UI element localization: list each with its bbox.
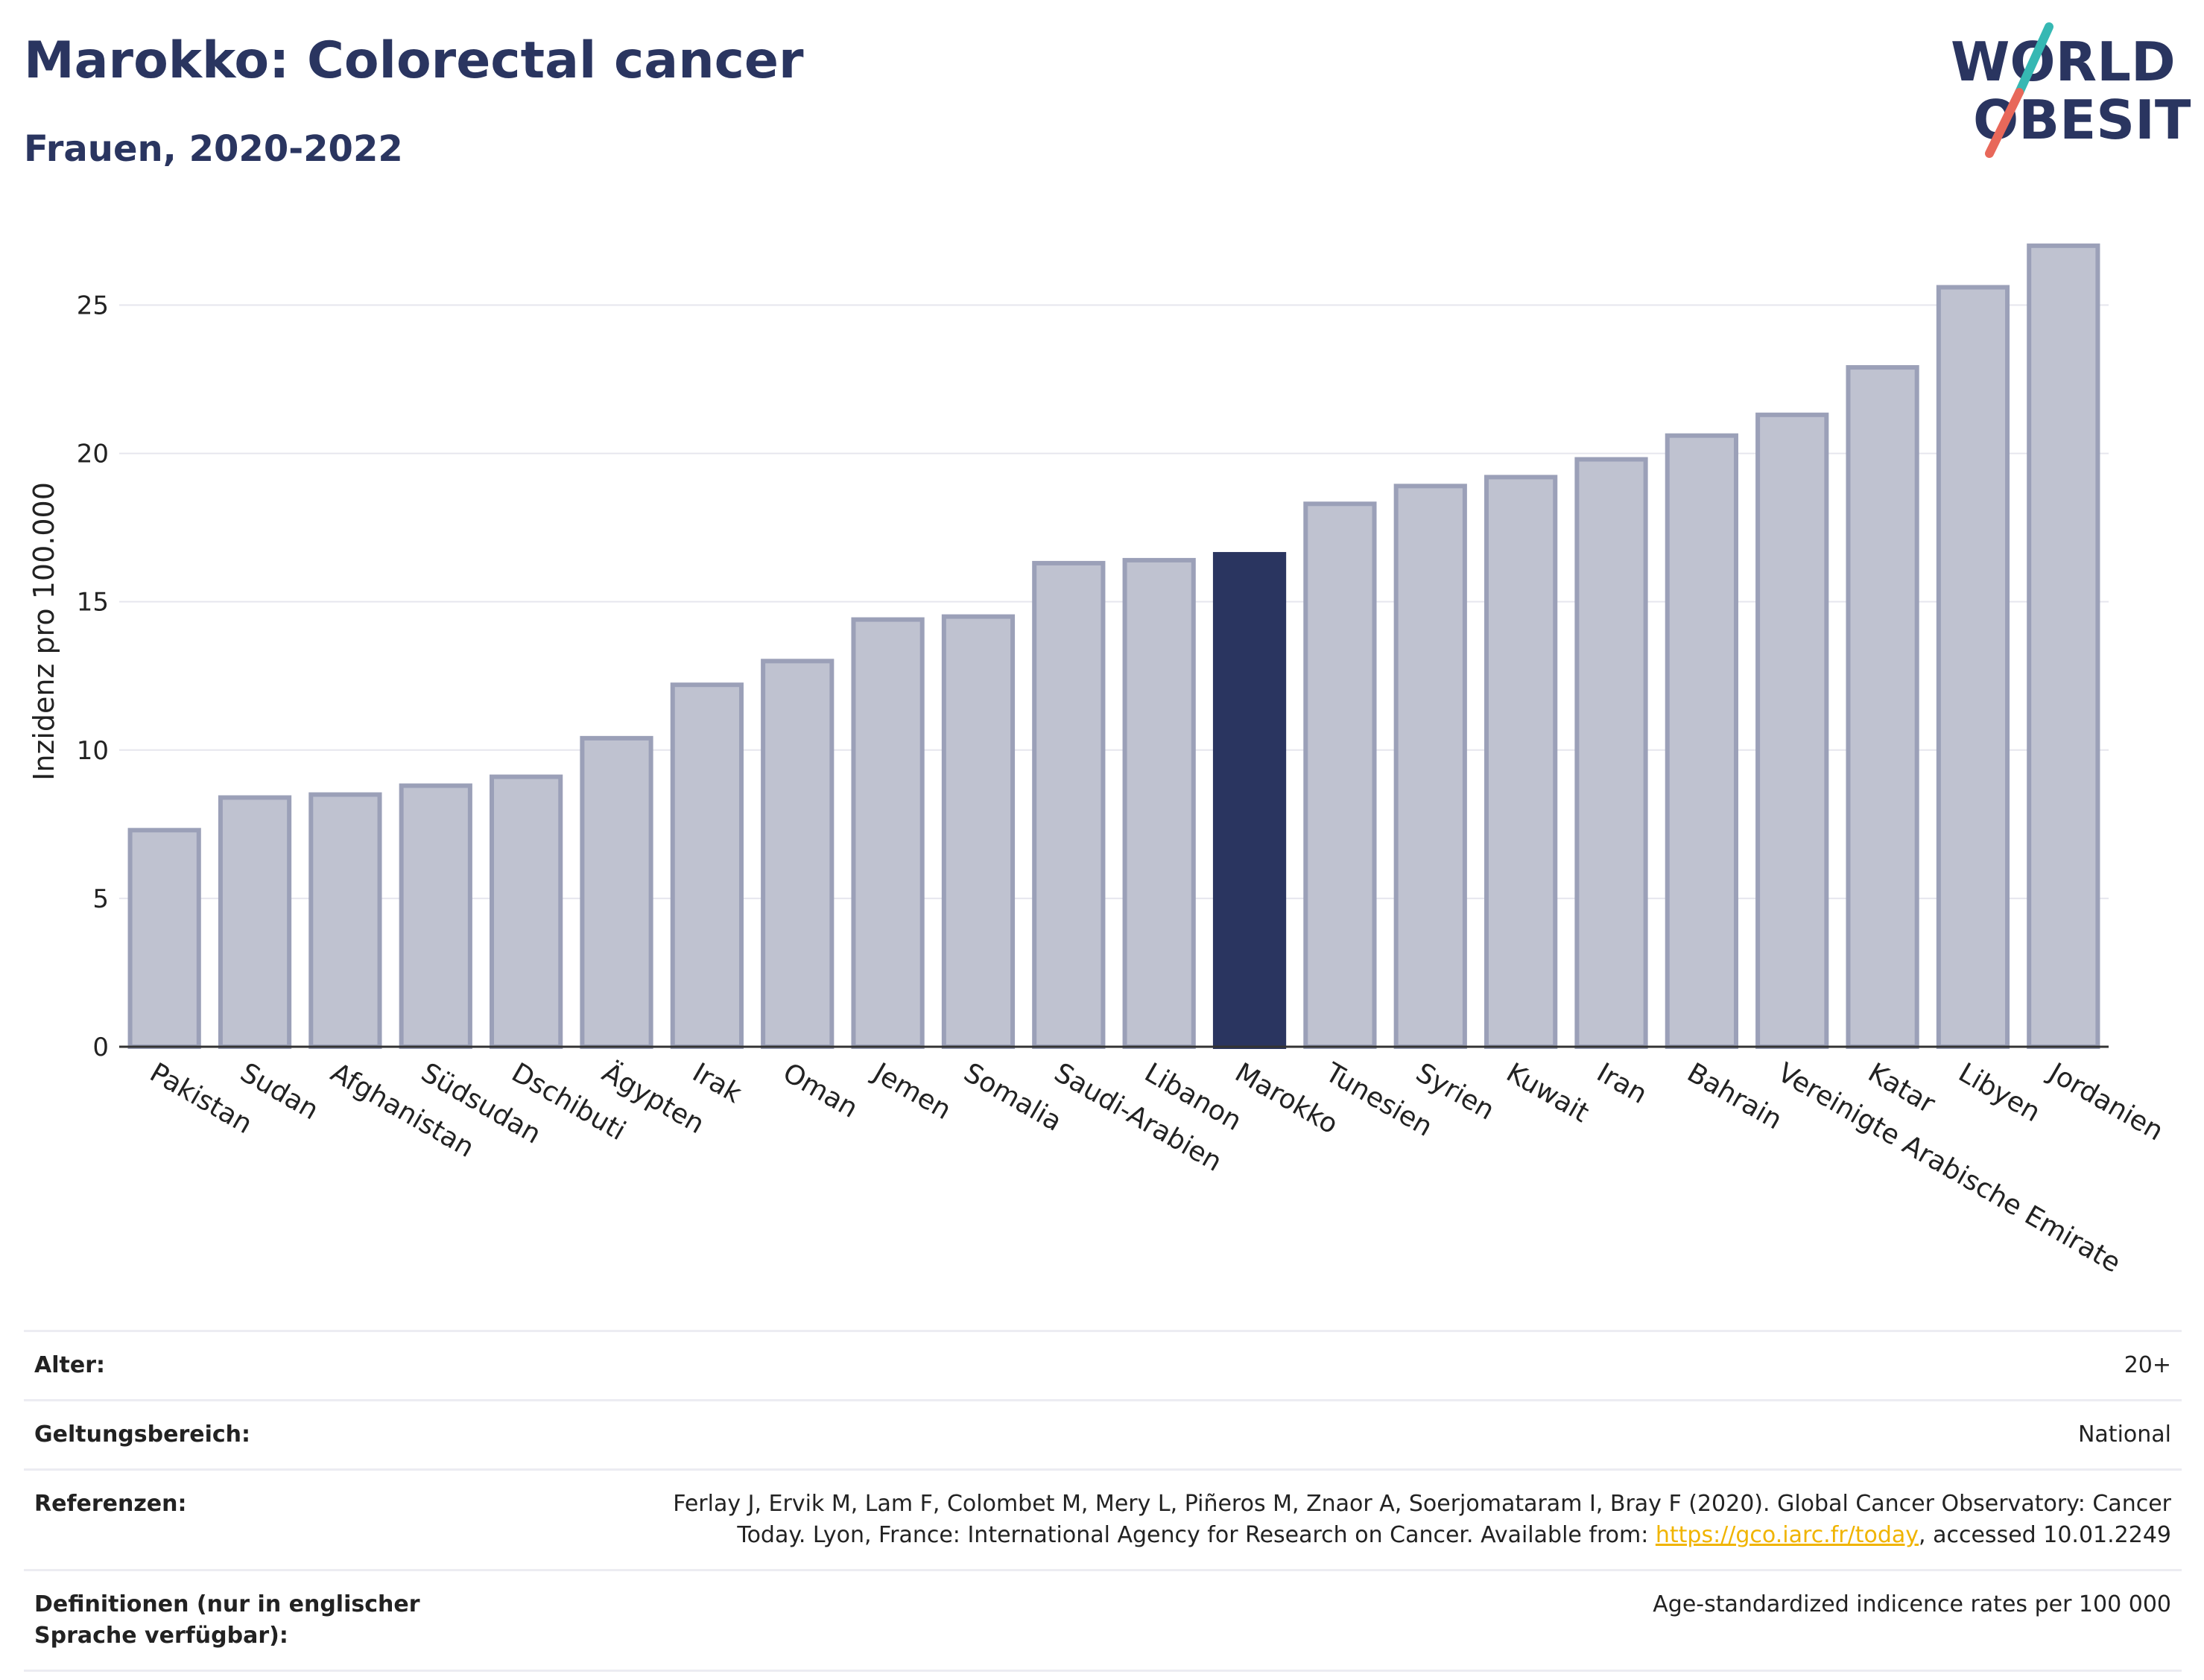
info-row-age: Alter: 20+ xyxy=(24,1330,2182,1401)
x-tick-label: Bahrain xyxy=(1682,1057,1787,1135)
info-value-age: 20+ xyxy=(522,1330,2182,1401)
bar-14 xyxy=(1393,484,1467,1049)
info-key-definitions: Definitionen (nur in englischer Sprache … xyxy=(24,1569,522,1672)
x-tick-label: Oman xyxy=(778,1057,863,1124)
reference-line1: Ferlay J, Ervik M, Lam F, Colombet M, Me… xyxy=(673,1491,2171,1517)
bar-19 xyxy=(1846,365,1919,1049)
x-tick-label: Libyen xyxy=(1953,1057,2045,1128)
bar-6 xyxy=(670,682,744,1050)
chart-subtitle: Frauen, 2020-2022 xyxy=(24,128,403,170)
info-row-definitions: Definitionen (nur in englischer Sprache … xyxy=(24,1569,2182,1672)
info-key-scope: Geltungsbereich: xyxy=(24,1399,522,1471)
bar-20 xyxy=(1936,285,2010,1050)
logo-slash-teal-icon xyxy=(2015,22,2053,97)
x-tick-label: Marokko xyxy=(1230,1057,1343,1140)
bar-2 xyxy=(308,792,382,1050)
x-tick-label: Pakistan xyxy=(145,1057,257,1140)
bar-4 xyxy=(490,774,563,1049)
logo-line1: WORLD xyxy=(1951,31,2176,93)
bar-10 xyxy=(1032,560,1106,1049)
x-tick-label: Irak xyxy=(687,1057,747,1109)
bar-0 xyxy=(127,828,201,1050)
reference-line2-before: Today. Lyon, France: International Agenc… xyxy=(737,1522,1656,1548)
y-tick-label: 10 xyxy=(77,736,109,766)
bar-16 xyxy=(1574,457,1648,1049)
bar-15 xyxy=(1484,475,1558,1049)
logo-slash-coral-icon xyxy=(1985,88,2024,158)
bar-8 xyxy=(851,617,925,1049)
x-tick-label: Iran xyxy=(1592,1057,1652,1110)
bar-12 xyxy=(1212,551,1287,1049)
reference-link[interactable]: https://gco.iarc.fr/today xyxy=(1655,1522,1919,1548)
y-axis-title: Inzidenz pro 100.000 xyxy=(28,482,60,781)
y-axis-ticks: 0 5 10 15 20 25 xyxy=(77,291,109,1062)
info-key-age: Alter: xyxy=(24,1330,522,1401)
bar-18 xyxy=(1755,412,1829,1049)
world-obesity-logo: WORLD OBESITY xyxy=(1951,22,2191,158)
x-tick-label: Jordanien xyxy=(2042,1056,2168,1147)
y-tick-label: 5 xyxy=(92,884,109,914)
bar-13 xyxy=(1303,501,1377,1049)
info-table: Alter: 20+ Geltungsbereich: National Ref… xyxy=(24,1330,2182,1672)
y-tick-label: 15 xyxy=(77,588,109,618)
bar-7 xyxy=(761,659,835,1049)
chart-title: Marokko: Colorectal cancer xyxy=(24,31,804,90)
bar-3 xyxy=(399,783,472,1049)
bar-21 xyxy=(2027,243,2100,1050)
y-tick-label: 0 xyxy=(92,1033,109,1062)
info-value-definitions: Age-standardized indicence rates per 100… xyxy=(522,1569,2182,1672)
reference-line2-after: , accessed 10.01.2249 xyxy=(1919,1522,2171,1548)
bar-9 xyxy=(941,614,1016,1049)
info-key-references: Referenzen: xyxy=(24,1468,522,1571)
bar-1 xyxy=(218,795,292,1049)
x-tick-label: Jemen xyxy=(867,1056,956,1126)
y-tick-label: 20 xyxy=(77,440,109,469)
info-value-references: Ferlay J, Ervik M, Lam F, Colombet M, Me… xyxy=(522,1468,2182,1571)
y-tick-label: 25 xyxy=(77,291,109,320)
info-value-scope: National xyxy=(522,1399,2182,1471)
bar-11 xyxy=(1122,557,1196,1049)
bars xyxy=(127,243,2100,1050)
info-row-references: Referenzen: Ferlay J, Ervik M, Lam F, Co… xyxy=(24,1468,2182,1571)
info-row-scope: Geltungsbereich: National xyxy=(24,1399,2182,1471)
bar-17 xyxy=(1665,433,1738,1049)
bar-5 xyxy=(580,735,653,1049)
x-tick-label: Somalia xyxy=(958,1057,1066,1138)
x-tick-label: Kuwait xyxy=(1501,1057,1595,1129)
